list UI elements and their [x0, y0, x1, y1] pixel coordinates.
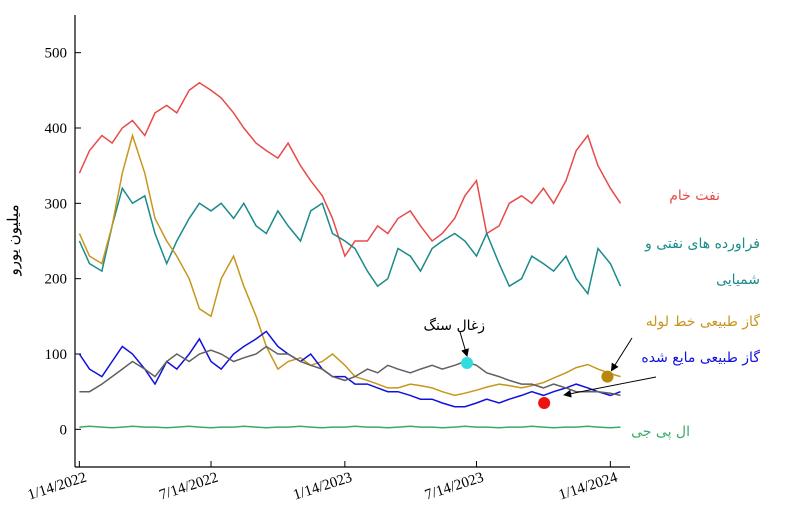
y-tick-label: 200	[45, 272, 68, 288]
annotation-arrow	[459, 331, 469, 357]
series-label: نفت خام	[669, 188, 720, 204]
series-line	[78, 132, 621, 397]
y-tick-label: 500	[45, 46, 68, 62]
series-label: زغال سنگ	[423, 318, 485, 334]
series-line	[79, 425, 621, 429]
series-label: گاز طبیعی مایع شده	[641, 350, 760, 366]
x-tick-label: 7/14/2023	[423, 470, 486, 504]
series-line	[78, 330, 621, 408]
y-tick-label: 0	[60, 422, 68, 438]
annotation-arrow	[610, 337, 633, 372]
point-marker	[461, 357, 474, 370]
point-marker	[538, 396, 551, 409]
series-label: گاز طبیعی خط لوله	[645, 314, 760, 330]
series-line	[79, 345, 621, 397]
series-line	[78, 186, 622, 296]
series-line	[78, 81, 622, 258]
x-tick-label: 7/14/2022	[157, 470, 220, 504]
y-axis-label: میلیون یورو	[6, 205, 22, 277]
point-marker	[601, 370, 614, 383]
x-tick-label: 1/14/2023	[291, 470, 354, 504]
x-tick-label: 1/14/2024	[557, 469, 620, 503]
y-tick-label: 400	[45, 121, 68, 137]
y-tick-label: 100	[45, 347, 68, 363]
series-label: فراورده های نفتی و شمیایی	[645, 236, 760, 288]
annotation-arrow	[563, 376, 657, 398]
x-tick-label: 1/14/2022	[26, 470, 89, 504]
y-tick-label: 300	[45, 196, 68, 212]
series-label: ال پی جی	[631, 424, 690, 440]
